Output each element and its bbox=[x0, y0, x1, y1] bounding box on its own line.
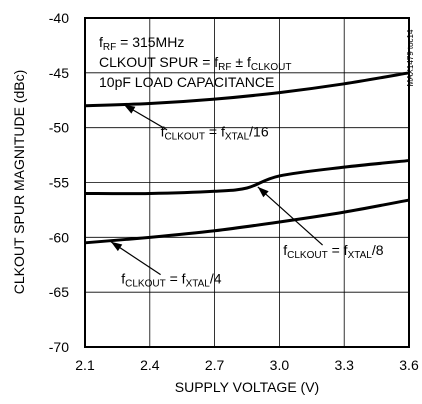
y-tick-label: -45 bbox=[49, 65, 69, 81]
arrow-head bbox=[111, 242, 122, 251]
y-tick-label: -55 bbox=[49, 175, 69, 191]
y-tick-label: -60 bbox=[49, 229, 69, 245]
x-tick-label: 3.3 bbox=[334, 357, 354, 373]
series-label: fCLKOUT = fXTAL/4 bbox=[121, 270, 221, 289]
arrow-head bbox=[124, 105, 136, 114]
x-axis-label: SUPPLY VOLTAGE (V) bbox=[175, 379, 319, 395]
series-line-2 bbox=[85, 161, 409, 194]
y-tick-label: -50 bbox=[49, 120, 69, 136]
x-tick-label: 2.1 bbox=[75, 357, 95, 373]
y-axis-label: CLKOUT SPUR MAGNITUDE (dBc) bbox=[11, 70, 27, 295]
series-line-3 bbox=[85, 200, 409, 243]
x-tick-label: 2.7 bbox=[205, 357, 225, 373]
x-tick-label: 3.0 bbox=[270, 357, 290, 373]
conditions-text: fRF = 315MHz CLKOUT SPUR = fRF ± fCLKOUT… bbox=[99, 34, 291, 90]
chart-id: MAX1479 toc14 bbox=[406, 29, 415, 86]
y-tick-label: -40 bbox=[49, 10, 69, 26]
condition-load-capacitance: 10pF LOAD CAPACITANCE bbox=[99, 74, 274, 90]
y-tick-label: -65 bbox=[49, 284, 69, 300]
condition-rf-frequency: fRF = 315MHz bbox=[99, 34, 184, 53]
y-tick-label: -70 bbox=[49, 339, 69, 355]
x-tick-label: 3.6 bbox=[399, 357, 419, 373]
x-tick-label: 2.4 bbox=[140, 357, 160, 373]
series-label: fCLKOUT = fXTAL/8 bbox=[283, 242, 383, 261]
condition-spur-definition: CLKOUT SPUR = fRF ± fCLKOUT bbox=[99, 54, 291, 73]
series-group bbox=[85, 73, 409, 243]
